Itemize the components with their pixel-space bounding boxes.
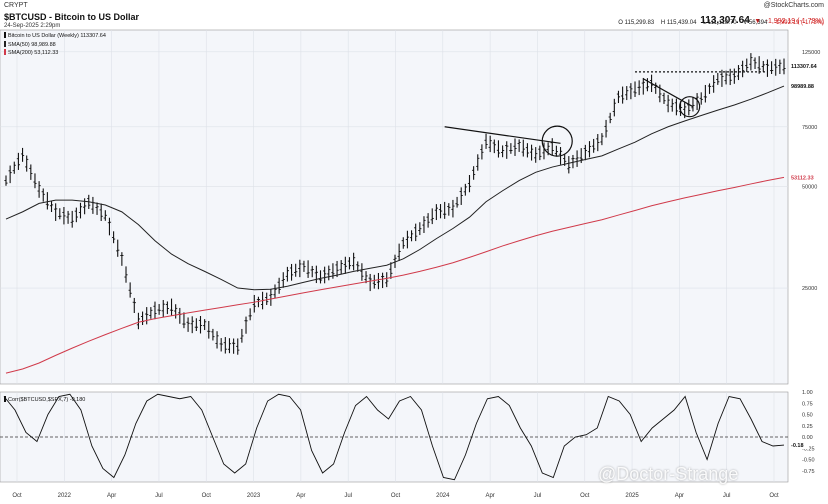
x-tick-label: Apr bbox=[296, 493, 305, 499]
last-price-label: 113307.64 bbox=[791, 64, 818, 70]
open-value: O 115,299.83 bbox=[618, 20, 655, 26]
corr-legend-text: Corr($BTCUSD,$SPX,7) -0.180 bbox=[8, 397, 86, 403]
corr-y-tick-label: 0.00 bbox=[802, 435, 813, 441]
y-tick-label: 125000 bbox=[802, 50, 820, 56]
chart-title: $BTCUSD - Bitcoin to US Dollar bbox=[4, 12, 140, 22]
corr-y-tick-label: -0.25 bbox=[802, 446, 815, 452]
legend-sma200: SMA(200) 53,112.33 bbox=[4, 49, 106, 58]
corr-y-tick-label: -0.50 bbox=[802, 458, 815, 464]
chart-header-right: @StockCharts.com 113,307.64 ▼ -1,992.19 … bbox=[700, 2, 824, 28]
corr-y-tick-label: 1.00 bbox=[802, 390, 813, 396]
corr-y-tick-label: 0.75 bbox=[802, 401, 813, 407]
legend-price: Bitcoin to US Dollar (Weekly) 113307.64 bbox=[4, 32, 106, 41]
ohlc-change: -1,992.19 (-1.73%) bbox=[773, 20, 824, 26]
y-tick-label: 75000 bbox=[802, 125, 817, 131]
sma50-price-label-bg bbox=[789, 82, 827, 91]
corr-last-bg bbox=[789, 441, 809, 450]
volume-value: V 56,394 bbox=[743, 20, 768, 26]
x-tick-label: Oct bbox=[769, 493, 779, 499]
brand-label: @StockCharts.com bbox=[763, 2, 824, 9]
x-tick-label: Oct bbox=[202, 493, 212, 499]
x-tick-label: Oct bbox=[12, 493, 22, 499]
annotation-circle bbox=[679, 96, 701, 118]
x-tick-label: 2022 bbox=[58, 493, 72, 499]
down-arrow-icon: ▼ bbox=[754, 18, 762, 25]
ohlc-readout: O 115,299.83 H 115,439.04 L 111,118.70 V… bbox=[613, 20, 824, 26]
sma50-line bbox=[5, 85, 785, 291]
x-tick-label: Apr bbox=[675, 493, 684, 499]
x-tick-label: Oct bbox=[580, 493, 590, 499]
x-tick-label: 2023 bbox=[247, 493, 261, 499]
x-tick-label: Jul bbox=[344, 493, 352, 499]
x-tick-label: Jul bbox=[723, 493, 731, 499]
last-price-label-bg bbox=[789, 62, 827, 71]
chart-date: 24-Sep-2025 2:29pm bbox=[4, 23, 61, 29]
corr-last-label: -0.18 bbox=[791, 443, 804, 449]
legend-price-text: Bitcoin to US Dollar (Weekly) 113307.64 bbox=[8, 33, 106, 39]
sma200-price-label-bg bbox=[789, 173, 827, 182]
legend-sma200-text: SMA(200) 53,112.33 bbox=[8, 50, 59, 56]
corr-legend: Corr($BTCUSD,$SPX,7) -0.180 bbox=[4, 396, 85, 403]
x-tick-label: Apr bbox=[107, 493, 116, 499]
sma200-price-label: 53112.33 bbox=[791, 175, 814, 181]
corr-y-tick-label: -0.75 bbox=[802, 469, 815, 475]
legend-sma50: SMA(50) 98,989.88 bbox=[4, 40, 106, 50]
price-panel bbox=[0, 29, 789, 385]
sma200-line bbox=[5, 176, 785, 374]
x-tick-label: Oct bbox=[391, 493, 401, 499]
x-tick-label: 2024 bbox=[436, 493, 450, 499]
y-tick-label: 50000 bbox=[802, 184, 817, 190]
last-price: 113,307.64 bbox=[700, 15, 750, 26]
corr-line bbox=[3, 393, 785, 481]
y-tick-label: 25000 bbox=[802, 286, 817, 292]
high-value: H 115,439.04 bbox=[660, 20, 697, 26]
x-tick-label: Apr bbox=[485, 493, 494, 499]
x-tick-label: 2025 bbox=[625, 493, 639, 499]
price-legend: Bitcoin to US Dollar (Weekly) 113307.64 … bbox=[4, 32, 106, 58]
corr-y-tick-label: 0.50 bbox=[802, 413, 813, 419]
exchange-label: CRYPT bbox=[4, 2, 28, 9]
chart-header-left: CRYPT $BTCUSD - Bitcoin to US Dollar 24-… bbox=[4, 2, 139, 29]
x-tick-label: Jul bbox=[534, 493, 542, 499]
trendline bbox=[444, 126, 561, 144]
sma50-price-label: 98989.88 bbox=[791, 84, 814, 90]
corr-y-tick-label: 0.25 bbox=[802, 424, 813, 430]
low-value: L 111,118.70 bbox=[703, 20, 737, 26]
watermark: @Doctor-Strange bbox=[598, 464, 739, 484]
annotation-circle bbox=[541, 125, 573, 157]
last-price-line: 113,307.64 ▼ -1,992.19 (-1.73%) bbox=[700, 10, 824, 28]
trendline bbox=[643, 78, 694, 108]
x-tick-label: Jul bbox=[155, 493, 163, 499]
price-change: -1,992.19 (-1.73%) bbox=[765, 18, 824, 25]
legend-sma50-text: SMA(50) 98,989.88 bbox=[8, 41, 56, 48]
